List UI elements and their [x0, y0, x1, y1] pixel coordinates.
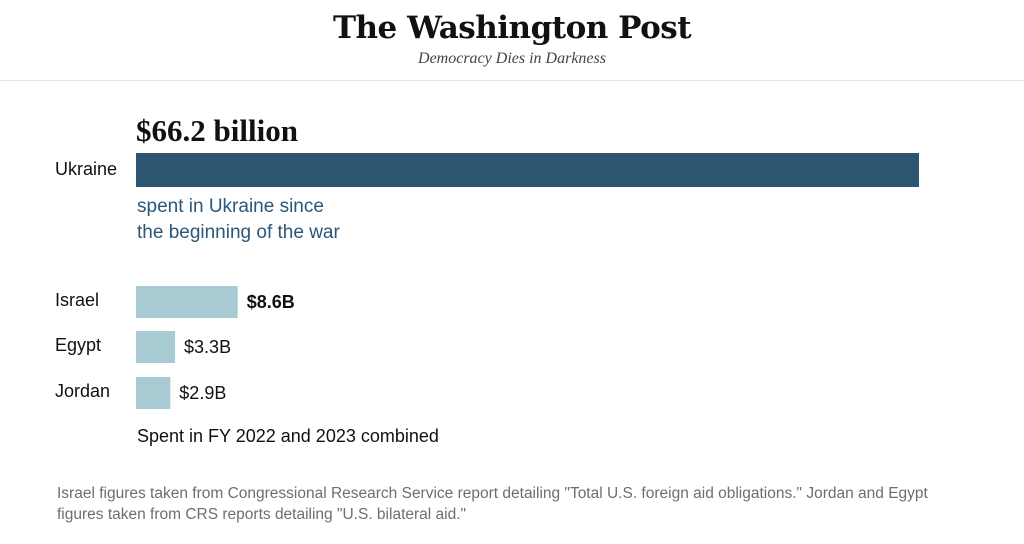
category-label-egypt: Egypt [55, 335, 101, 355]
ukraine-annotation-line-1: spent in Ukraine since [137, 196, 324, 217]
value-label-egypt: $3.3B [184, 337, 231, 357]
bar-ukraine [136, 153, 919, 187]
comparison-bars: Israel $8.6B Egypt $3.3B Jordan $2.9B [55, 286, 295, 409]
washington-post-logo[interactable]: The Washington Post [332, 10, 692, 46]
bar-jordan [136, 377, 171, 409]
category-label-israel: Israel [55, 290, 99, 310]
masthead: The Washington Post Democracy Dies in Da… [0, 0, 1024, 81]
value-label-jordan: $2.9B [179, 383, 226, 403]
bar-egypt [136, 331, 176, 363]
ukraine-value-label: $66.2 billion [136, 113, 298, 148]
ukraine-annotation-line-2: the beginning of the war [137, 222, 340, 243]
tagline: Democracy Dies in Darkness [418, 50, 606, 67]
category-label-jordan: Jordan [55, 381, 110, 401]
source-footnote: Israel figures taken from Congressional … [57, 485, 928, 523]
value-label-israel: $8.6B [247, 292, 295, 312]
category-label-ukraine: Ukraine [55, 159, 117, 179]
comparison-caption: Spent in FY 2022 and 2023 combined [137, 426, 439, 446]
bar-israel [136, 286, 238, 318]
